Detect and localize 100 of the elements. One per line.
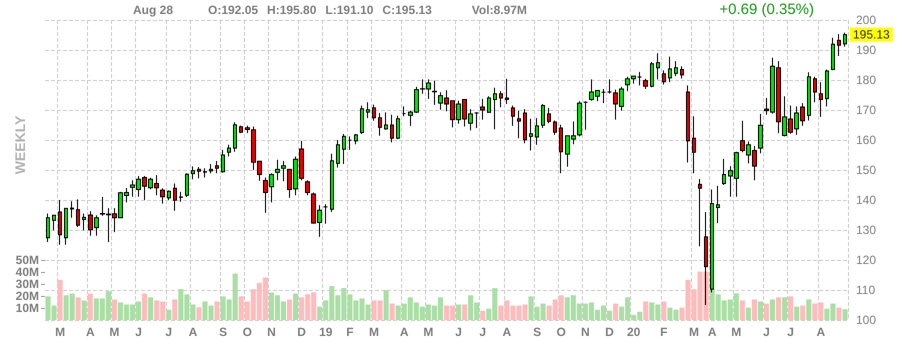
candlestick (227, 144, 231, 157)
candlestick (342, 134, 346, 164)
candlestick (480, 98, 485, 120)
bar (58, 280, 63, 320)
candlestick (680, 66, 684, 79)
x-tick-label: M (369, 325, 380, 339)
candlestick (179, 191, 183, 202)
bar (643, 302, 648, 320)
y-tick-label: 130 (856, 223, 876, 237)
x-tick-label: M (55, 325, 66, 339)
candlestick (559, 124, 563, 174)
bar (172, 299, 178, 320)
bar (390, 304, 395, 320)
text: Aug 28 (133, 3, 174, 17)
x-tick-label: A (502, 325, 512, 339)
candlestick (64, 208, 68, 246)
bar (794, 306, 800, 320)
x-tick-label: A (816, 325, 826, 339)
bar (806, 299, 812, 320)
candlestick (52, 214, 56, 231)
candlestick (215, 160, 219, 174)
candlestick (722, 158, 726, 186)
x-tick-label: O (242, 325, 252, 339)
bar (384, 290, 389, 320)
candlestick (650, 62, 654, 88)
candlestick (305, 180, 310, 196)
text: +0.69 (0.35%) (719, 1, 814, 18)
candlestick (686, 84, 690, 163)
x-tick-label: N (267, 325, 276, 339)
y2-tick-label: 40M (16, 265, 40, 279)
x-tick-label: J (135, 325, 142, 339)
y2-tick-label: 20M (16, 289, 40, 303)
bar (292, 294, 298, 320)
candlestick (185, 172, 189, 198)
candlestick (819, 82, 823, 118)
candlestick (813, 76, 817, 103)
candlestick (499, 90, 503, 108)
candlestick (474, 112, 479, 128)
bar (480, 310, 486, 320)
y-tick-label: 110 (856, 283, 876, 297)
x-tick-label: M (689, 325, 700, 339)
candlestick (825, 69, 829, 107)
y2-tick-label: 50M (16, 253, 40, 267)
x-tick-label: A (86, 325, 95, 339)
candlestick (281, 160, 286, 182)
candlestick (493, 87, 497, 130)
candlestick (553, 120, 557, 136)
candlestick (239, 125, 243, 134)
candlestick (173, 183, 177, 212)
bar (776, 297, 782, 320)
candlestick (233, 122, 237, 152)
bar (456, 304, 462, 320)
candlestick (505, 78, 509, 104)
text: H:195.80 (267, 3, 317, 17)
candlestick (541, 104, 545, 128)
candlestick (46, 213, 50, 242)
candlestick (191, 166, 195, 180)
y-tick-label: 180 (856, 73, 876, 87)
bar (661, 302, 666, 320)
y-tick-label: 160 (856, 133, 876, 147)
x-tick-label: A (188, 325, 198, 339)
candlestick (76, 198, 80, 228)
candlestick (716, 185, 720, 224)
y-tick-label: 190 (856, 43, 876, 57)
candlestick (643, 78, 648, 90)
candlestick (390, 114, 394, 143)
candlestick (758, 113, 763, 154)
x-tick-label: J (455, 325, 462, 339)
y2-tick-label: 10M (16, 301, 40, 315)
x-tick-label: M (731, 325, 742, 339)
x-tick-label: A (708, 325, 717, 339)
bar (142, 294, 148, 320)
bar (166, 310, 172, 320)
candlestick (583, 100, 588, 130)
candlestick (523, 108, 527, 144)
text: Vol:8.97M (472, 3, 527, 17)
text: O:192.05 (208, 3, 258, 17)
candlestick (517, 110, 521, 139)
candlestick (511, 105, 515, 126)
bar (746, 308, 751, 320)
bar (758, 302, 764, 320)
bar (88, 294, 93, 320)
y-tick-label: 150 (856, 163, 876, 177)
candlestick (366, 102, 370, 119)
candlestick (487, 96, 491, 113)
x-tick-label: F (660, 325, 668, 339)
bar (836, 308, 842, 320)
candlestick (831, 37, 835, 71)
candlestick (336, 140, 340, 168)
y2-tick-label: 30M (16, 277, 40, 291)
candlestick (360, 105, 364, 134)
candlestick (348, 136, 352, 150)
bar (112, 299, 117, 320)
bar (214, 302, 220, 320)
x-tick-label: J (763, 325, 770, 339)
text: L:191.10 (325, 3, 374, 17)
candlestick (354, 134, 358, 145)
candlestick (203, 168, 207, 178)
x-tick-label: S (533, 325, 542, 339)
text: WEEKLY (12, 115, 28, 174)
